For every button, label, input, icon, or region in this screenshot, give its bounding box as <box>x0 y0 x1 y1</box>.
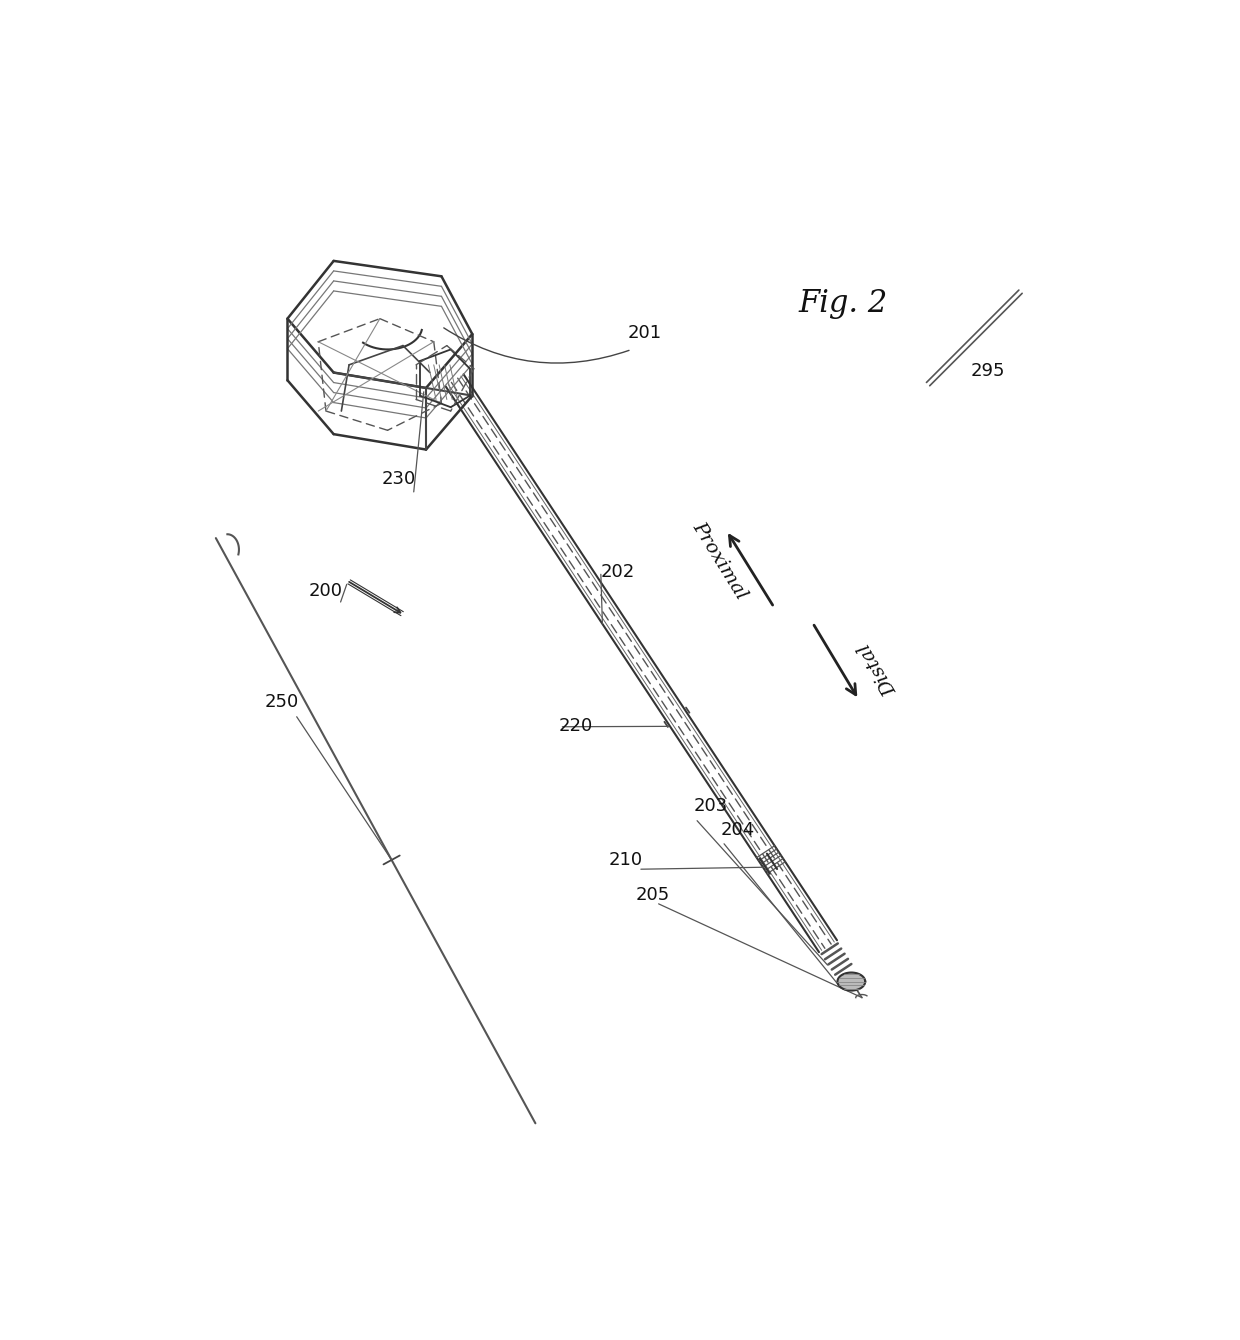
Text: Proximal: Proximal <box>688 519 750 603</box>
Text: 205: 205 <box>635 886 670 904</box>
Text: 203: 203 <box>693 797 728 816</box>
Text: Distal: Distal <box>856 639 900 698</box>
Text: 230: 230 <box>382 470 415 488</box>
Text: 201: 201 <box>627 324 662 342</box>
Text: 210: 210 <box>609 851 642 870</box>
Text: Fig. 2: Fig. 2 <box>799 288 888 319</box>
Text: 295: 295 <box>971 362 1004 381</box>
Text: 200: 200 <box>309 582 342 600</box>
Polygon shape <box>837 973 866 990</box>
Text: 204: 204 <box>720 820 754 839</box>
Text: 202: 202 <box>601 563 635 580</box>
Text: 220: 220 <box>558 717 593 734</box>
Text: 250: 250 <box>264 694 299 712</box>
